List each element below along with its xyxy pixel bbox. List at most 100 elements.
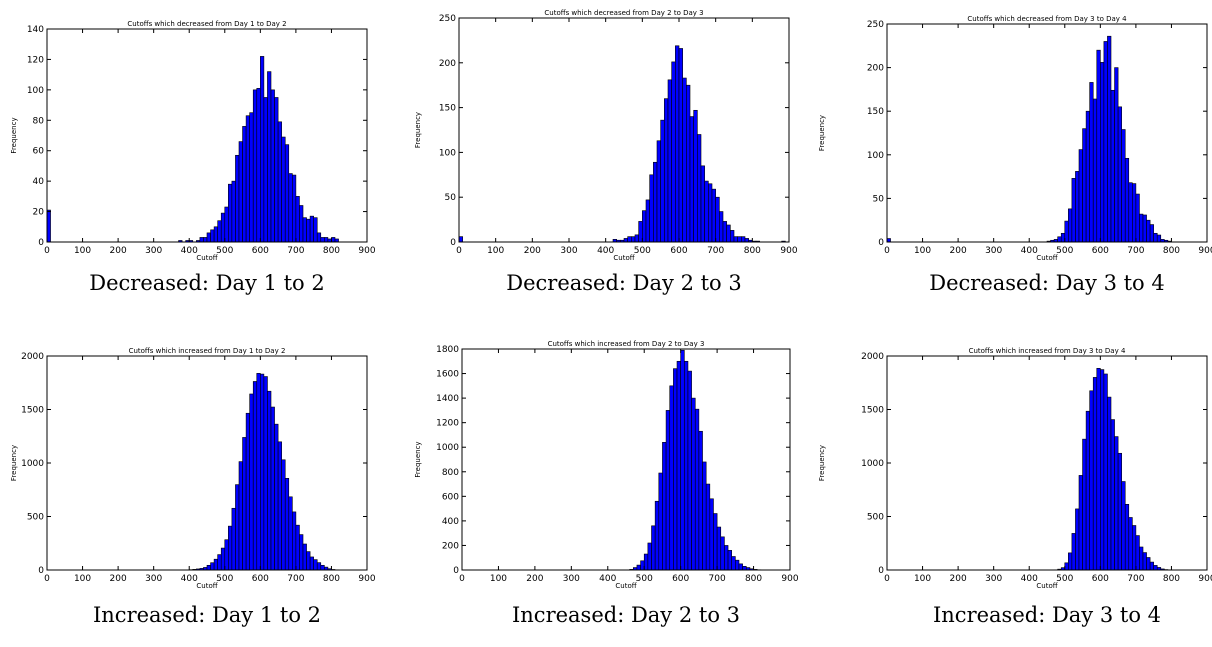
x-tick-label: 800 (1163, 574, 1180, 584)
histogram-bar (664, 98, 669, 243)
histogram-bar (299, 534, 304, 571)
y-tick-label: 100 (439, 148, 456, 158)
histogram-panel-6: 0 100 200 300 400 500 600 700 800 900 0 500 1000 1500… (818, 347, 1212, 627)
x-tick-label: 500 (1056, 246, 1073, 256)
histogram-bar (306, 218, 311, 243)
histogram-bar (231, 180, 236, 243)
histogram-bar (274, 97, 279, 243)
histogram-bar (260, 373, 265, 571)
y-tick-label: 2000 (21, 352, 44, 362)
histogram-bar (686, 84, 691, 243)
histogram-bar (1128, 182, 1133, 243)
x-tick-label: 100 (490, 574, 507, 584)
y-tick-label: 500 (867, 513, 884, 523)
y-axis-label: Frequency (10, 445, 18, 481)
panel-caption: Increased: Day 2 to 3 (512, 603, 740, 627)
x-axis-label: Cutoff (615, 582, 636, 590)
histogram-bar (631, 236, 636, 243)
histogram-bar (1156, 234, 1162, 243)
histogram-bar (46, 209, 51, 243)
x-tick-label: 500 (216, 574, 233, 584)
histogram-bar (733, 236, 738, 243)
x-tick-label: 700 (287, 246, 304, 256)
histogram-bar (645, 199, 650, 243)
x-tick-label: 200 (524, 246, 541, 256)
histogram-bar (1142, 552, 1147, 571)
histogram-bar (1142, 214, 1147, 243)
histogram-bar (1117, 106, 1122, 243)
histogram-bar (1153, 232, 1158, 243)
x-tick-label: 800 (744, 246, 761, 256)
histogram-bar (256, 373, 261, 571)
histogram-bar (731, 556, 736, 571)
histogram-bar (673, 368, 678, 571)
y-tick-label: 1000 (436, 443, 459, 453)
histogram-bar (245, 412, 250, 571)
histogram-bar (638, 221, 643, 243)
x-tick-label: 100 (914, 574, 931, 584)
plot-frame (461, 348, 791, 571)
x-axis-label: Cutoff (1036, 254, 1057, 262)
y-tick-label: 60 (33, 147, 45, 157)
histogram-bar (653, 161, 658, 243)
y-tick-label: 0 (453, 566, 459, 576)
histogram-bar (309, 215, 314, 243)
histogram-bar (458, 236, 463, 243)
histogram-bar (1121, 129, 1126, 243)
histogram-bar (228, 183, 233, 243)
histogram-bar (1096, 49, 1101, 243)
x-tick-label: 200 (110, 574, 127, 584)
histogram-bar (1060, 232, 1066, 243)
histogram-bar (667, 79, 672, 243)
y-tick-label: 80 (33, 116, 45, 126)
histogram-bar (720, 536, 725, 571)
y-tick-label: 100 (867, 151, 884, 161)
panel-caption: Decreased: Day 3 to 4 (929, 271, 1164, 295)
histogram-bar (277, 121, 282, 243)
histogram-bar (1139, 546, 1144, 571)
histogram-bar (313, 217, 318, 243)
histogram-bar (302, 217, 307, 243)
histogram-bar (1128, 517, 1133, 571)
histogram-bar (1085, 410, 1090, 571)
histogram-bar (1103, 41, 1108, 243)
x-tick-label: 400 (181, 574, 198, 584)
histogram-bar (742, 566, 747, 571)
histogram-bar (1107, 396, 1112, 571)
x-tick-label: 500 (1056, 574, 1073, 584)
histogram-bar (242, 126, 247, 243)
histogram-bar (284, 144, 290, 243)
histogram-bar (1082, 128, 1087, 243)
histogram-bar (249, 393, 254, 571)
histogram-bar (722, 221, 727, 243)
y-tick-label: 40 (33, 177, 45, 187)
histogram-bar (260, 56, 265, 243)
x-tick-label: 400 (1021, 246, 1038, 256)
histogram-bar (1082, 438, 1087, 571)
plot-frame (46, 28, 368, 243)
x-tick-label: 400 (1021, 574, 1038, 584)
y-tick-label: 250 (439, 14, 456, 24)
histogram-bar (1124, 504, 1130, 571)
x-tick-label: 0 (459, 574, 465, 584)
histogram-bar (295, 196, 300, 243)
y-tick-label: 150 (867, 107, 884, 117)
histogram-bar (1096, 368, 1101, 571)
histogram-bar (213, 558, 218, 571)
histogram-bar (263, 97, 268, 243)
histogram-bar (1075, 171, 1080, 243)
histogram-bar (206, 232, 211, 243)
histogram-bar (669, 385, 674, 571)
y-tick-label: 50 (445, 193, 457, 203)
histogram-bar (281, 459, 286, 571)
histogram-bar (1089, 82, 1094, 243)
x-tick-label: 500 (634, 246, 651, 256)
histogram-bar (711, 188, 716, 243)
histogram-bar (320, 237, 325, 243)
histogram-bar (691, 397, 696, 571)
histogram-bar (694, 408, 700, 571)
histogram-bar (656, 140, 661, 243)
histogram-bar (210, 229, 215, 243)
y-tick-label: 200 (439, 59, 456, 69)
